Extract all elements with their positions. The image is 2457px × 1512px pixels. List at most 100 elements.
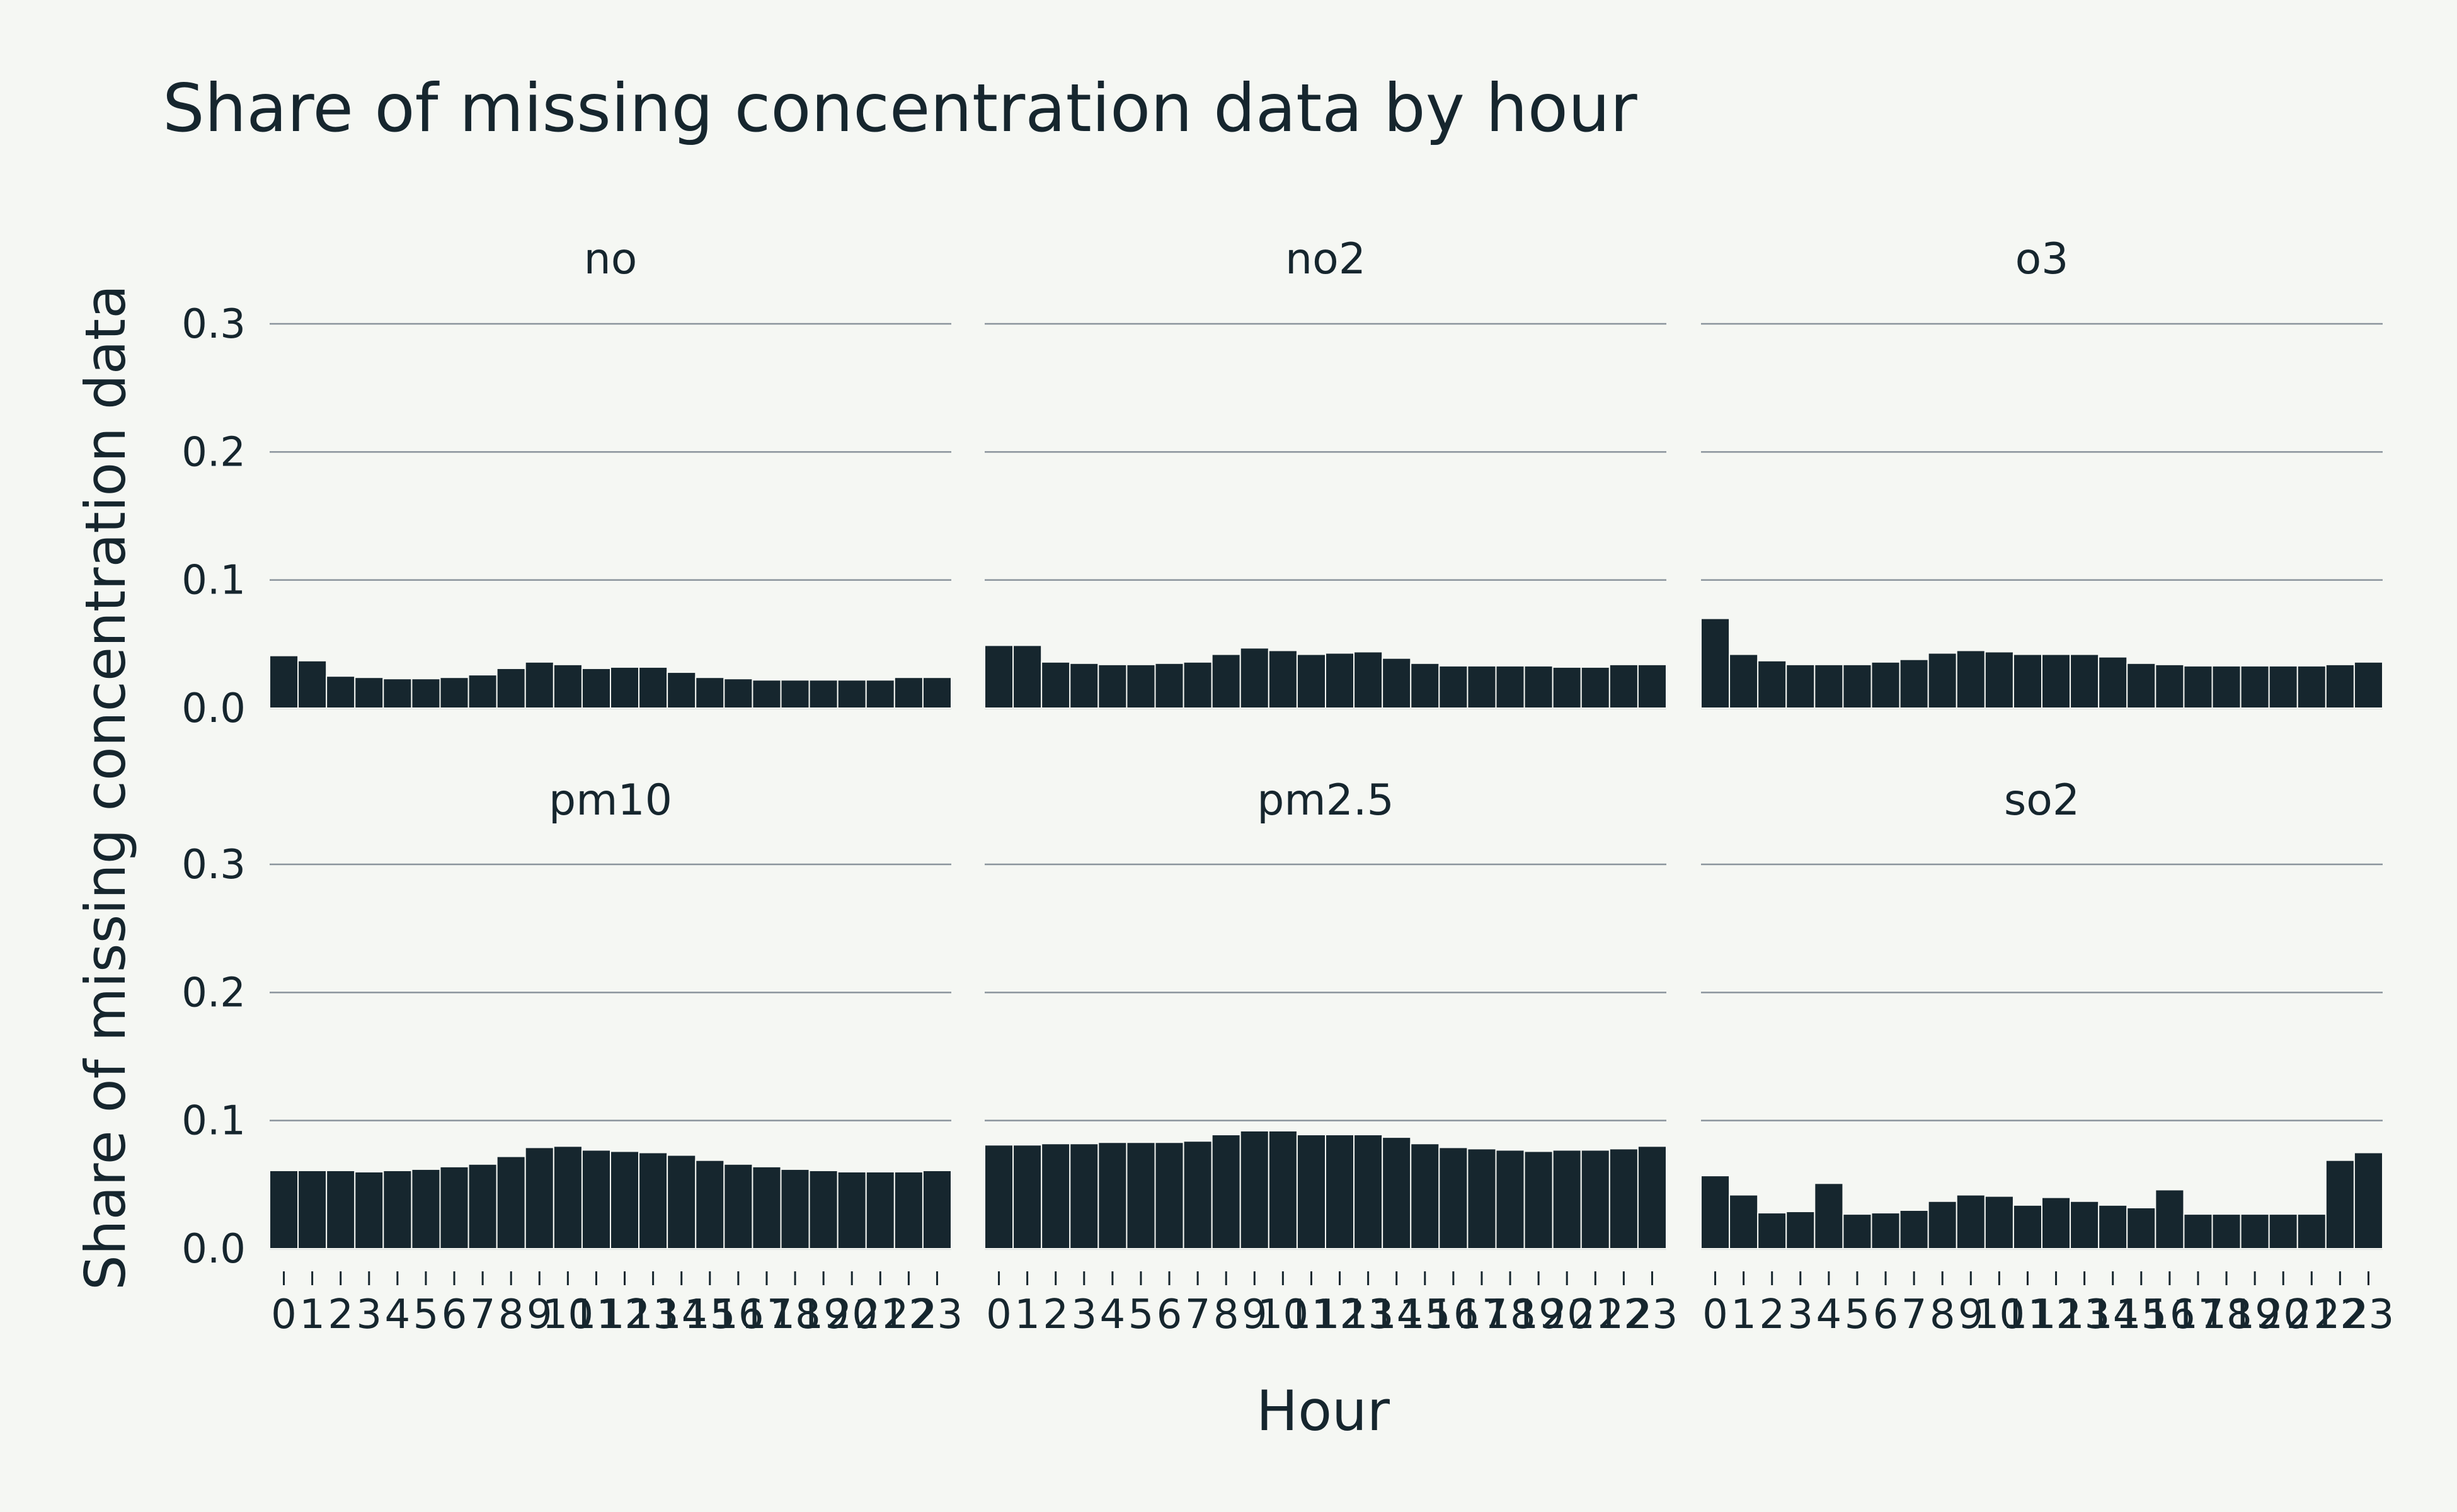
bar bbox=[581, 667, 612, 709]
bar bbox=[1438, 665, 1469, 709]
bar bbox=[808, 1169, 839, 1250]
x-tick-label: 11 bbox=[2002, 1292, 2053, 1338]
x-tick-label: 14 bbox=[2087, 1292, 2138, 1338]
facet-panel-o3: o3 bbox=[1700, 234, 2384, 709]
y-tick-label: 0.2 bbox=[181, 429, 246, 476]
bar bbox=[1069, 662, 1099, 709]
bar bbox=[865, 1171, 895, 1249]
bar bbox=[382, 678, 413, 709]
bar bbox=[1757, 1212, 1787, 1249]
bar bbox=[1842, 1213, 1872, 1249]
bar bbox=[1814, 1183, 1844, 1250]
x-tick-label: 19 bbox=[2229, 1292, 2280, 1338]
x-tick-label: 19 bbox=[798, 1292, 849, 1338]
bar bbox=[1097, 1142, 1128, 1249]
bar bbox=[1700, 1175, 1731, 1249]
bar bbox=[1154, 662, 1184, 709]
bar bbox=[2296, 665, 2327, 709]
x-tick-label: 8 bbox=[1930, 1292, 1956, 1338]
bar bbox=[1523, 665, 1554, 709]
x-tick-label: 13 bbox=[2059, 1292, 2110, 1338]
bar bbox=[610, 1150, 640, 1250]
y-tick-label: 0.2 bbox=[181, 970, 246, 1016]
bar bbox=[1637, 663, 1668, 709]
x-tick-label: 8 bbox=[498, 1292, 524, 1338]
bar bbox=[1410, 1143, 1440, 1250]
x-tick-label: 9 bbox=[1242, 1292, 1268, 1338]
bar bbox=[2126, 1206, 2156, 1250]
bar bbox=[1467, 1148, 1497, 1250]
bar bbox=[2012, 1204, 2043, 1250]
x-tick-label: 5 bbox=[413, 1292, 439, 1338]
x-tick-label: 11 bbox=[571, 1292, 622, 1338]
x-axis-title: Hour bbox=[1256, 1378, 1390, 1443]
x-tick-label: 21 bbox=[2286, 1292, 2337, 1338]
bar bbox=[808, 679, 839, 709]
bar bbox=[1523, 1150, 1554, 1250]
bar bbox=[1552, 666, 1582, 709]
x-tick-label: 13 bbox=[627, 1292, 679, 1338]
x-tick-label: 4 bbox=[1100, 1292, 1126, 1338]
bar bbox=[297, 1169, 328, 1250]
bar bbox=[553, 663, 583, 709]
bar bbox=[467, 1163, 498, 1250]
x-tick-label: 20 bbox=[826, 1292, 877, 1338]
bar bbox=[1183, 1140, 1213, 1249]
x-tick-label: 14 bbox=[1371, 1292, 1422, 1338]
bar bbox=[667, 1154, 697, 1249]
y-axis-title: Share of missing concentration data bbox=[73, 285, 138, 1290]
x-tick-label: 12 bbox=[599, 1292, 650, 1338]
bar bbox=[382, 1169, 413, 1250]
x-tick-label: 5 bbox=[1128, 1292, 1154, 1338]
x-tick-label: 0 bbox=[1702, 1292, 1728, 1338]
x-tick-label: 18 bbox=[769, 1292, 820, 1338]
bar bbox=[893, 1171, 924, 1249]
bar bbox=[2240, 1213, 2270, 1249]
bar bbox=[638, 666, 668, 709]
bar bbox=[269, 1169, 299, 1250]
x-tick-label: 12 bbox=[1314, 1292, 1365, 1338]
bar bbox=[581, 1149, 612, 1250]
x-tick-label: 11 bbox=[1286, 1292, 1337, 1338]
x-tick-label: 21 bbox=[855, 1292, 906, 1338]
bar bbox=[553, 1145, 583, 1250]
bar bbox=[2325, 663, 2355, 709]
x-tick-label: 23 bbox=[2343, 1292, 2394, 1338]
bar bbox=[467, 674, 498, 709]
bar bbox=[496, 1155, 526, 1249]
bar bbox=[1785, 1211, 1816, 1249]
x-tick-label: 2 bbox=[1759, 1292, 1785, 1338]
x-tick-label: 6 bbox=[442, 1292, 467, 1338]
bar bbox=[1700, 617, 1731, 709]
bar bbox=[1211, 653, 1241, 709]
bar bbox=[1814, 663, 1844, 709]
facet-title: pm10 bbox=[549, 776, 672, 825]
x-tick-label: 23 bbox=[912, 1292, 963, 1338]
x-tick-label: 13 bbox=[1343, 1292, 1394, 1338]
bar bbox=[326, 675, 356, 709]
bar bbox=[984, 644, 1014, 709]
facet-title: so2 bbox=[2004, 776, 2080, 825]
bar bbox=[524, 661, 554, 709]
bar bbox=[1729, 653, 1759, 709]
x-tick-label: 17 bbox=[741, 1292, 792, 1338]
x-tick-label: 6 bbox=[1873, 1292, 1899, 1338]
x-tick-label: 17 bbox=[1456, 1292, 1507, 1338]
bar bbox=[496, 667, 526, 709]
bar bbox=[2070, 1200, 2100, 1250]
bar bbox=[1410, 662, 1440, 709]
facet-title: o3 bbox=[2015, 234, 2069, 284]
bar bbox=[1296, 1134, 1327, 1249]
x-tick-label: 15 bbox=[2116, 1292, 2167, 1338]
bar bbox=[780, 679, 810, 709]
bar bbox=[1956, 1194, 1986, 1249]
bar bbox=[1608, 663, 1639, 709]
x-tick-label: 15 bbox=[1399, 1292, 1450, 1338]
bar bbox=[2012, 653, 2043, 709]
x-tick-label: 15 bbox=[684, 1292, 735, 1338]
bar bbox=[524, 1147, 554, 1250]
facet-title: pm2.5 bbox=[1257, 776, 1394, 825]
bar bbox=[2268, 1213, 2298, 1249]
